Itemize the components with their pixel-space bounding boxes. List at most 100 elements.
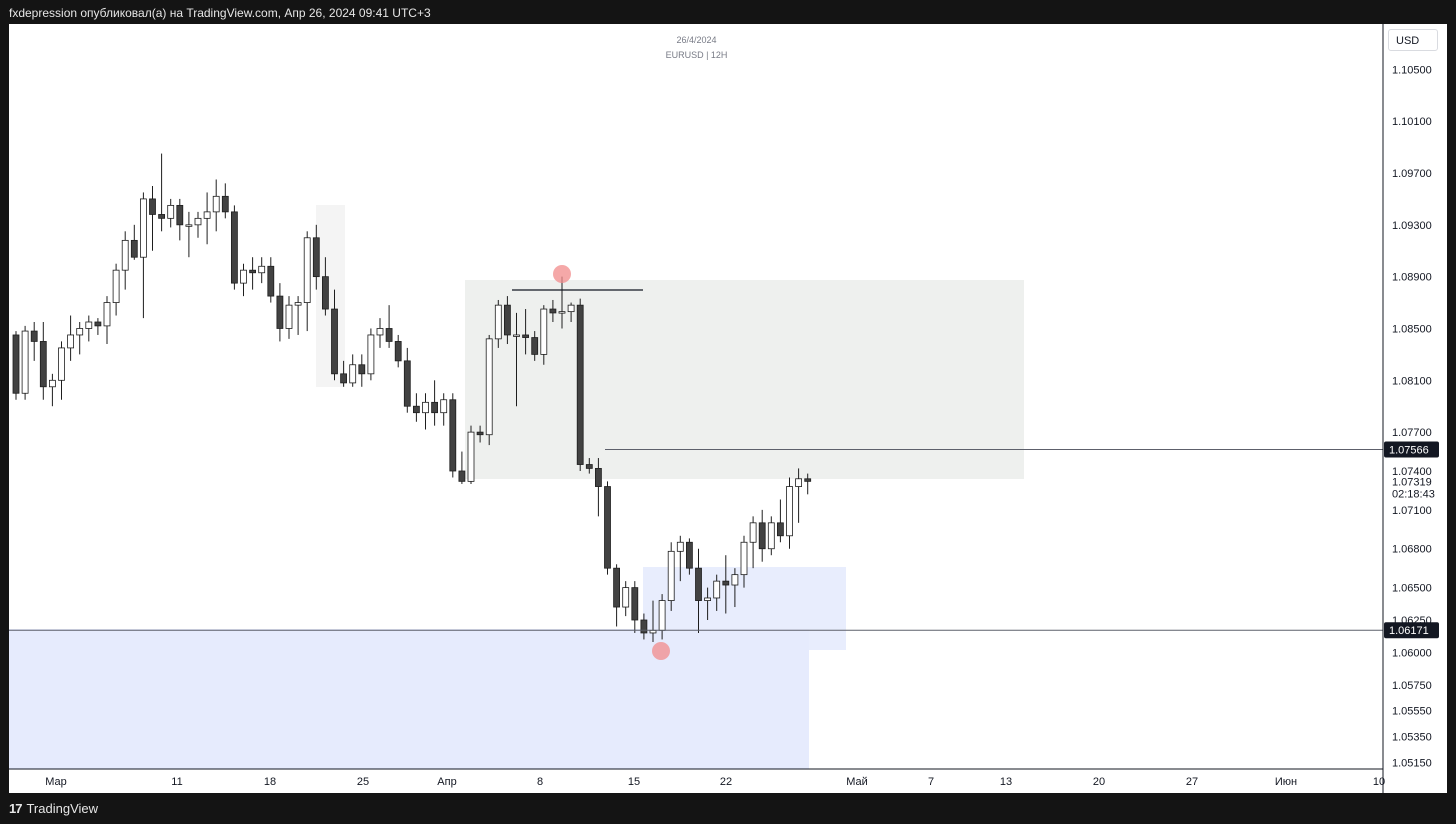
- candle-body: [795, 478, 802, 487]
- candle-body: [303, 237, 311, 303]
- candle-body: [595, 468, 602, 487]
- publication-bar: fxdepression опубликовал(а) на TradingVi…: [0, 0, 1456, 24]
- candle-body: [176, 204, 184, 226]
- price-tick-label: 1.10500: [1392, 64, 1432, 76]
- price-tick-label: 1.06500: [1392, 583, 1432, 595]
- candle-body: [385, 328, 393, 342]
- candle-body: [58, 347, 65, 381]
- candle-body: [212, 195, 220, 213]
- candle-body: [558, 311, 566, 314]
- candle-body: [522, 334, 529, 338]
- candle-body: [585, 464, 593, 469]
- candle-body: [431, 401, 439, 414]
- chart-date-label: 26/4/2024: [676, 35, 717, 45]
- candle-body: [112, 269, 120, 303]
- candle-body: [121, 239, 129, 271]
- candle-body: [340, 373, 348, 384]
- candle-body: [777, 522, 784, 537]
- candle-body: [704, 597, 711, 601]
- price-tick-label: 1.06800: [1392, 544, 1432, 556]
- supply-zone: [465, 280, 1024, 479]
- time-tick-label: 27: [1186, 776, 1198, 788]
- candle-body: [139, 198, 147, 258]
- candle-body: [221, 195, 229, 213]
- candle-body: [549, 308, 557, 314]
- price-tick-label: 1.09700: [1392, 168, 1432, 180]
- price-tick-label: 1.05550: [1392, 706, 1432, 718]
- candle-body: [285, 304, 293, 329]
- candle-body: [731, 574, 739, 586]
- candle-body: [604, 486, 611, 569]
- tradingview-logo-icon: 17: [9, 801, 23, 816]
- candle-body: [422, 401, 429, 414]
- candle-body: [540, 308, 548, 355]
- publication-text: fxdepression опубликовал(а) на TradingVi…: [9, 6, 431, 20]
- candle-body: [85, 321, 93, 329]
- time-tick-label: 25: [357, 776, 369, 788]
- candle-body: [622, 587, 630, 608]
- price-chart[interactable]: 1.10500 1.10100 1.09700 1.09300 1.08900 1.085…: [9, 24, 1447, 793]
- time-tick-label: 18: [264, 776, 276, 788]
- candle-body: [676, 541, 684, 552]
- candle-body: [467, 431, 475, 482]
- candle-body: [49, 379, 56, 388]
- candle-body: [649, 629, 657, 634]
- candle-body: [494, 304, 502, 340]
- candle-body: [376, 328, 384, 336]
- candle-body: [476, 431, 484, 436]
- candle-body: [76, 328, 84, 336]
- candle-body: [804, 478, 812, 482]
- candle-body: [294, 302, 302, 306]
- price-tick-label: 1.08100: [1392, 375, 1432, 387]
- candle-body: [631, 587, 639, 621]
- time-tick-label: 7: [928, 776, 934, 788]
- price-tick-label: 1.06000: [1392, 647, 1432, 659]
- candle-body: [658, 600, 666, 631]
- candle-body: [103, 302, 111, 327]
- footer-bar: 17 TradingView: [0, 793, 1456, 824]
- current-price-label: 1.07319: [1392, 476, 1432, 488]
- candle-body: [358, 364, 366, 375]
- candle-body: [758, 522, 766, 550]
- countdown-label: 02:18:43: [1392, 488, 1435, 500]
- level-price-badge: [1384, 441, 1439, 458]
- tradingview-logo[interactable]: 17 TradingView: [9, 801, 98, 816]
- candle-body: [440, 399, 448, 414]
- candle-body: [722, 580, 730, 586]
- candle-body: [695, 567, 702, 601]
- candle-body: [203, 211, 211, 219]
- candle-body: [640, 619, 648, 634]
- consolidation-zone: [316, 205, 345, 387]
- candle-body: [367, 334, 375, 375]
- level-price-label: 1.06171: [1389, 625, 1429, 637]
- price-tick-label: 1.07400: [1392, 466, 1432, 478]
- candle-body: [686, 541, 693, 569]
- time-tick-label: 10: [1373, 776, 1385, 788]
- candle-body: [713, 580, 721, 599]
- price-tick-label: 1.10100: [1392, 116, 1432, 128]
- candle-body: [67, 334, 74, 349]
- candle-body: [149, 198, 156, 215]
- currency-button[interactable]: USD: [1388, 29, 1438, 51]
- time-tick-label: 11: [171, 776, 182, 788]
- candle-body: [458, 470, 466, 482]
- time-tick-label: 15: [628, 776, 640, 788]
- candle-body: [567, 304, 575, 313]
- price-tick-label: 1.05150: [1392, 758, 1432, 770]
- candle-body: [321, 276, 329, 310]
- candle-body: [185, 224, 193, 227]
- candle-body: [249, 269, 257, 274]
- chart-pane[interactable]: 1.10500 1.10100 1.09700 1.09300 1.08900 1.085…: [9, 24, 1447, 793]
- candle-body: [230, 211, 238, 284]
- candle-body: [786, 486, 793, 537]
- candle-body: [767, 522, 775, 550]
- candle-body: [613, 567, 620, 608]
- level-price-label: 1.07566: [1389, 444, 1429, 456]
- candle-body: [130, 239, 138, 258]
- time-tick-label: Апр: [437, 776, 456, 788]
- price-tick-label: 1.09300: [1392, 220, 1432, 232]
- candle-body: [194, 217, 202, 226]
- price-tick-label: 1.05350: [1392, 732, 1432, 744]
- candle-body: [394, 341, 402, 362]
- demand-zone-large: [9, 629, 809, 769]
